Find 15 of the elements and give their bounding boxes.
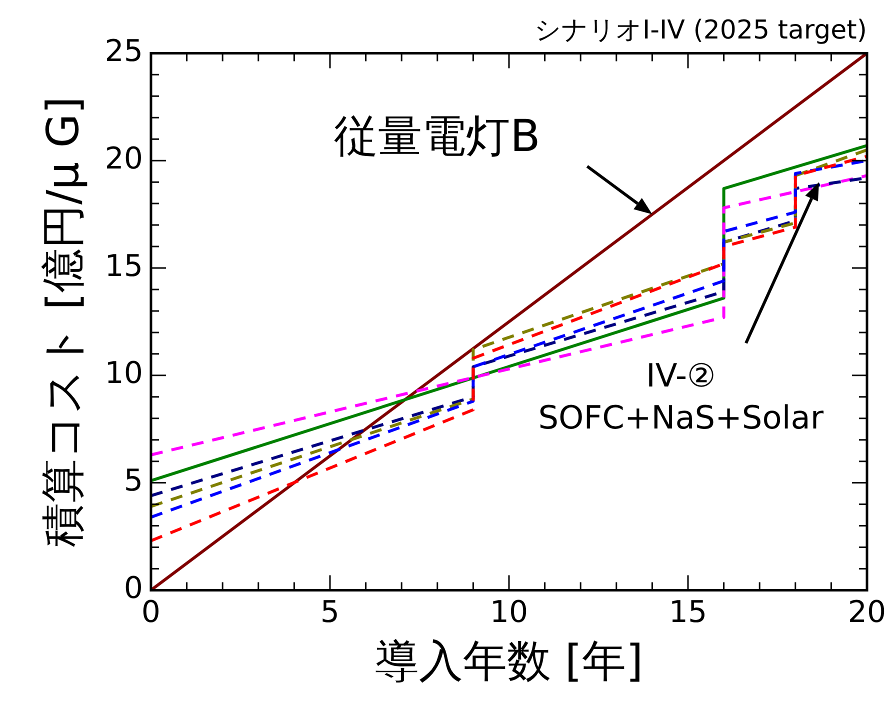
x-tick-label: 15 <box>668 594 708 630</box>
y-tick-label: 0 <box>124 570 143 606</box>
x-tick-label: 5 <box>320 594 340 630</box>
y-tick-label: 25 <box>104 34 143 69</box>
y-tick-label: 10 <box>104 356 143 392</box>
y-tick-label: 20 <box>104 141 143 176</box>
y-axis-title: 積算コスト [億円/μ G] <box>38 96 89 547</box>
x-tick-label: 20 <box>848 594 886 630</box>
annotation: 従量電灯B <box>334 110 540 162</box>
chart-title: シナリオI-IV (2025 target) <box>534 15 867 46</box>
x-axis-title: 導入年数 [年] <box>374 636 644 688</box>
y-tick-label: 5 <box>124 464 143 499</box>
annotation: IV-② SOFC+NaS+Solar <box>538 356 824 436</box>
y-tick-label: 15 <box>104 248 143 284</box>
x-tick-label: 10 <box>490 594 528 630</box>
